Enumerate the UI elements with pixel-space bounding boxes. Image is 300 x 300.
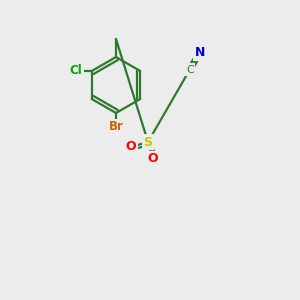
Text: S: S — [143, 136, 152, 148]
Text: C: C — [186, 64, 194, 75]
Text: O: O — [126, 140, 136, 154]
Text: N: N — [194, 46, 205, 59]
Text: Cl: Cl — [69, 64, 82, 77]
Text: Br: Br — [109, 121, 123, 134]
Text: O: O — [148, 152, 158, 166]
